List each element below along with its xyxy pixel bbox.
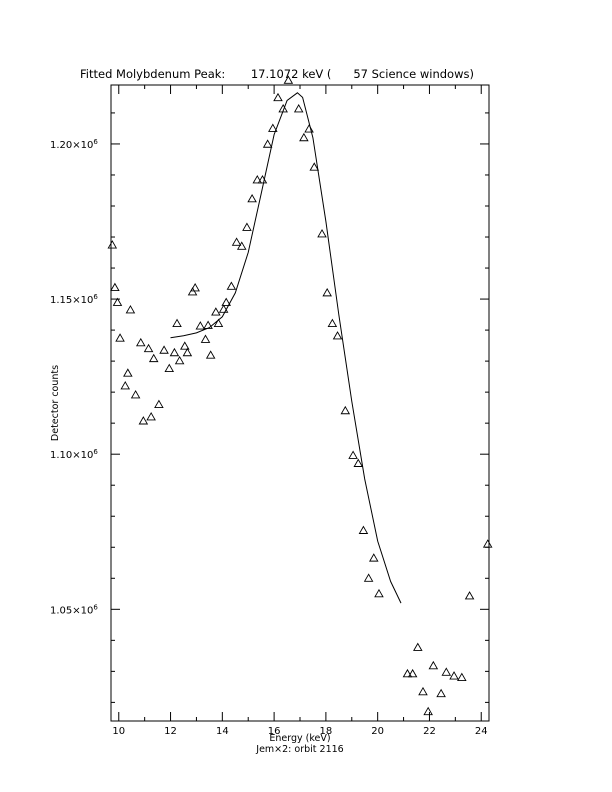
data-point	[340, 405, 351, 415]
data-point	[231, 237, 242, 246]
data-point	[407, 668, 418, 678]
x-tick-label: 24	[475, 726, 488, 737]
x-axis: 10 12 14 16 18 20 22 24	[112, 85, 488, 737]
data-point	[273, 92, 283, 102]
data-point	[418, 686, 428, 696]
data-point	[332, 331, 343, 340]
data-point	[213, 318, 224, 328]
data-point	[268, 123, 278, 132]
x-tick-label: 18	[320, 726, 333, 737]
y-axis: 1.05×106 1.10×106 1.15×106 1.20×106	[50, 112, 489, 703]
x-tick-label: 16	[268, 726, 281, 737]
data-point	[457, 672, 467, 682]
data-point	[110, 282, 120, 292]
data-point	[143, 343, 154, 353]
x-tick-label: 14	[216, 726, 229, 737]
data-point	[252, 175, 263, 184]
data-point	[309, 162, 320, 171]
data-point	[304, 124, 314, 133]
data-point	[242, 222, 252, 231]
data-point	[164, 363, 175, 373]
y-axis-label: Detector counts	[50, 365, 61, 441]
data-point	[174, 355, 185, 365]
data-point	[123, 368, 133, 377]
data-point	[107, 240, 118, 249]
data-point	[482, 539, 493, 548]
fit-curve	[170, 92, 402, 604]
data-point	[358, 525, 369, 534]
y-tick-label: 1.20×106	[50, 138, 98, 151]
data-point	[441, 667, 452, 676]
data-point	[187, 287, 198, 296]
data-point	[327, 318, 338, 328]
data-point	[226, 281, 237, 290]
data-point	[348, 450, 358, 459]
data-point	[120, 381, 131, 390]
x-axis-label: Energy (keV)	[269, 733, 330, 744]
subcaption: Jem×2: orbit 2116	[255, 744, 343, 755]
data-point	[115, 333, 125, 342]
data-point	[203, 320, 213, 329]
data-point	[293, 103, 304, 113]
data-point	[169, 347, 180, 357]
data-point	[449, 671, 459, 680]
data-point	[413, 642, 423, 651]
data-point	[182, 347, 193, 357]
data-point	[402, 668, 413, 678]
data-point	[180, 341, 190, 350]
data-point	[218, 304, 229, 313]
data-point	[190, 282, 200, 292]
data-point	[464, 591, 475, 600]
data-point	[154, 399, 164, 409]
data-point	[172, 318, 182, 328]
data-point	[353, 458, 364, 467]
data-point	[148, 353, 159, 363]
data-point	[138, 416, 149, 425]
y-tick-label: 1.10×106	[50, 448, 98, 461]
data-point	[363, 573, 374, 582]
data-point	[211, 307, 221, 316]
data-point	[135, 337, 146, 347]
y-tick-label: 1.15×106	[50, 293, 98, 306]
data-point	[112, 297, 123, 306]
data-point	[146, 412, 156, 421]
data-point	[283, 75, 294, 84]
data-point	[369, 553, 379, 562]
data-point	[130, 390, 141, 399]
data-point	[322, 287, 332, 297]
data-point	[159, 345, 169, 354]
data-points	[107, 75, 493, 716]
data-point	[236, 241, 247, 250]
x-tick-label: 20	[371, 726, 384, 737]
data-point	[317, 229, 327, 238]
x-tick-label: 22	[423, 726, 436, 737]
x-tick-label: 10	[112, 726, 125, 737]
data-point	[299, 132, 309, 142]
data-point	[195, 321, 206, 330]
data-point	[125, 305, 136, 314]
data-point	[262, 139, 273, 148]
data-point	[428, 660, 439, 670]
data-point	[205, 350, 216, 359]
chart-title: Fitted Molybdenum Peak: 17.1072 keV ( 57…	[80, 67, 474, 81]
data-point	[423, 706, 433, 716]
data-point	[374, 588, 384, 598]
data-point	[200, 334, 211, 343]
data-point	[247, 193, 257, 203]
y-tick-label: 1.05×106	[50, 603, 98, 616]
data-point	[436, 688, 446, 698]
data-point	[221, 297, 231, 306]
plot-area	[110, 84, 490, 722]
x-tick-label: 12	[164, 726, 177, 737]
